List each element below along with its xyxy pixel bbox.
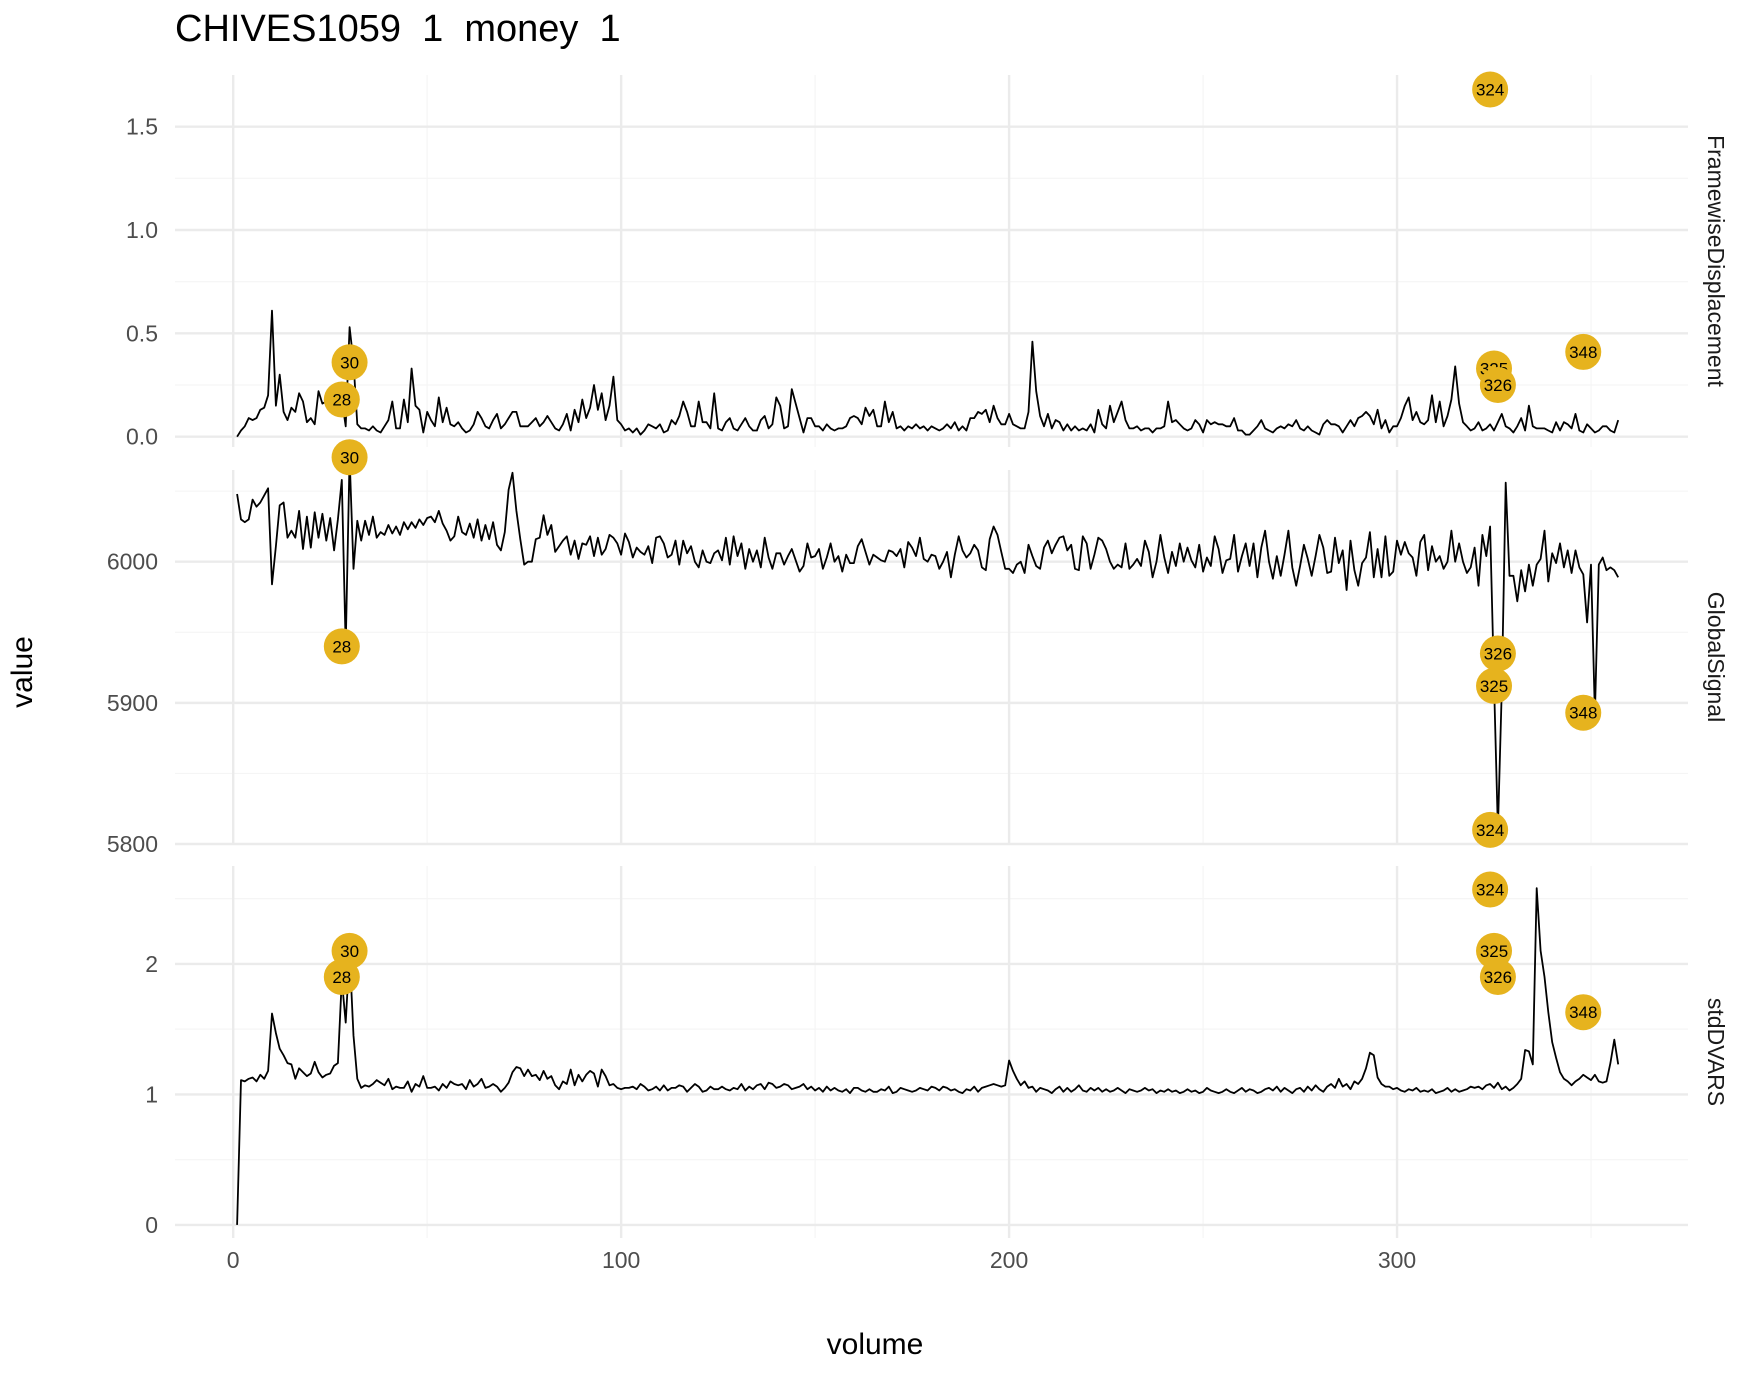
outlier-marker-dot: [1472, 71, 1509, 108]
outlier-marker-dot: [1479, 958, 1516, 995]
y-tick-label: 1.0: [126, 217, 158, 243]
outlier-marker-label: 324: [1476, 80, 1504, 99]
outlier-marker-324: 324: [1472, 811, 1509, 848]
outlier-marker-30: 30: [331, 344, 368, 381]
outlier-marker-326: 326: [1479, 958, 1516, 995]
facet-panel-FramewiseDisplacement: 0.00.51.01.52830324325326348FramewiseDis…: [126, 71, 1729, 450]
y-tick-label: 5900: [107, 690, 158, 716]
outlier-marker-label: 324: [1476, 821, 1504, 840]
outlier-marker-label: 30: [340, 448, 359, 467]
outlier-marker-dot: [331, 344, 368, 381]
x-tick-label: 200: [990, 1247, 1028, 1273]
y-tick-label: 0: [145, 1212, 158, 1238]
outlier-marker-dot: [1565, 694, 1602, 731]
outlier-marker-label: 325: [1480, 942, 1508, 961]
facet-strip-label: FramewiseDisplacement: [1703, 135, 1729, 387]
series-line-GlobalSignal: [236, 456, 1619, 831]
outlier-marker-dot: [323, 381, 360, 418]
outlier-marker-label: 324: [1476, 880, 1504, 899]
outlier-marker-dot: [1565, 994, 1602, 1031]
x-tick-label: 300: [1378, 1247, 1416, 1273]
x-tick-label: 100: [602, 1247, 640, 1273]
outlier-marker-dot: [331, 439, 368, 476]
outlier-marker-label: 348: [1569, 704, 1597, 723]
outlier-marker-label: 348: [1569, 343, 1597, 362]
outlier-marker-326: 326: [1479, 367, 1516, 403]
outlier-marker-label: 28: [332, 968, 351, 987]
outlier-marker-28: 28: [323, 381, 360, 418]
y-axis-label: value: [6, 636, 39, 708]
outlier-marker-label: 30: [340, 353, 359, 372]
outlier-marker-label: 30: [340, 942, 359, 961]
outlier-marker-28: 28: [323, 628, 360, 665]
outlier-marker-324: 324: [1472, 871, 1509, 908]
outlier-marker-label: 28: [332, 390, 351, 409]
facet-panel-stdDVARS: 0 1 2 28 30 324 325 326 348 stdDVARS: [145, 866, 1729, 1238]
facet-strip-label: GlobalSignal: [1703, 592, 1729, 722]
outlier-marker-325: 325: [1476, 667, 1513, 704]
outlier-marker-dot: [1472, 871, 1509, 908]
y-tick-label: 1: [145, 1081, 158, 1107]
outlier-marker-30: 30: [331, 932, 368, 969]
outlier-marker-324: 324: [1472, 71, 1509, 108]
x-tick-label: 0: [227, 1247, 240, 1273]
outlier-marker-label: 326: [1484, 644, 1512, 663]
x-axis-label: volume: [826, 1328, 924, 1361]
facet-panel-GlobalSignal: 5800 5900 6000 28 30 324 325 326 348 GlobalSignal: [107, 439, 1729, 857]
y-tick-label: 1.5: [126, 114, 158, 140]
y-tick-label: 0.5: [126, 320, 158, 346]
outlier-marker-348: 348: [1565, 694, 1602, 731]
outlier-marker-dot: [1565, 333, 1602, 370]
series-line-stdDVARS: [236, 887, 1620, 1225]
series-line-FramewiseDisplacement: [236, 309, 1620, 438]
outlier-marker-label: 326: [1484, 968, 1512, 987]
chart-title: CHIVES1059 1 money 1: [175, 8, 621, 50]
facet-strip-label: stdDVARS: [1703, 998, 1729, 1106]
outlier-marker-30: 30: [331, 439, 368, 476]
y-tick-label: 5800: [107, 831, 158, 857]
outlier-marker-348: 348: [1565, 994, 1602, 1031]
outlier-marker-label: 28: [332, 637, 351, 656]
outlier-marker-dot: [331, 932, 368, 969]
outlier-marker-dot: [323, 628, 360, 665]
y-axis-label-wrapper: value: [6, 600, 40, 708]
outlier-marker-348: 348: [1565, 333, 1602, 370]
outlier-marker-dot: [1479, 367, 1516, 403]
y-tick-label: 2: [145, 951, 158, 977]
outlier-marker-label: 326: [1484, 376, 1512, 395]
outlier-marker-326: 326: [1479, 635, 1516, 672]
outlier-marker-dot: [1472, 811, 1509, 848]
outlier-marker-label: 348: [1569, 1003, 1597, 1022]
outlier-marker-dot: [1479, 635, 1516, 672]
y-tick-label: 0.0: [126, 424, 158, 450]
outlier-marker-label: 325: [1480, 677, 1508, 696]
outlier-marker-dot: [1476, 667, 1513, 704]
y-tick-label: 6000: [107, 549, 158, 575]
